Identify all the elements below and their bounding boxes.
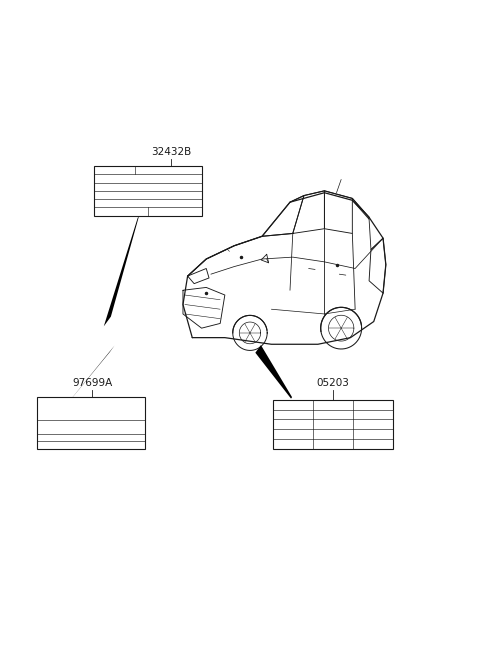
Polygon shape (255, 345, 292, 399)
Text: 32432B: 32432B (151, 147, 191, 157)
Polygon shape (72, 346, 115, 399)
Bar (95, 166, 202, 216)
Text: 05203: 05203 (317, 378, 349, 388)
Polygon shape (104, 216, 139, 326)
Text: 97699A: 97699A (72, 378, 112, 388)
Bar (37, 398, 144, 449)
Bar (274, 400, 393, 449)
